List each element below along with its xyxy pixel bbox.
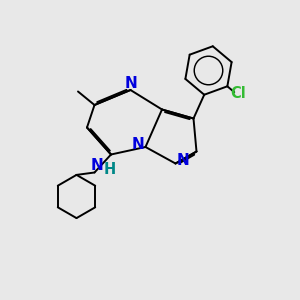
Text: H: H	[103, 162, 116, 177]
Text: N: N	[132, 136, 144, 152]
Text: N: N	[125, 76, 137, 91]
Text: N: N	[177, 153, 189, 168]
Text: Cl: Cl	[230, 85, 246, 100]
Text: N: N	[91, 158, 103, 173]
